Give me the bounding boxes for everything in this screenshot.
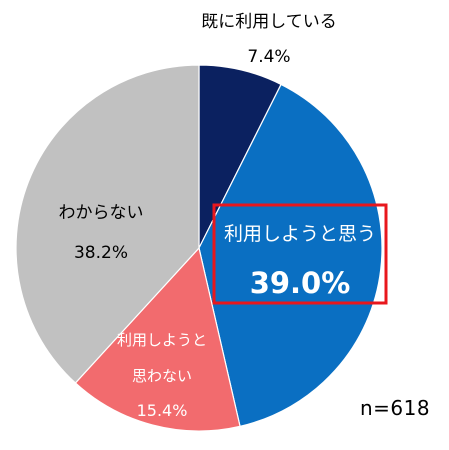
slice-not-intend [74,246,241,432]
slice-label-not-intend-line2: 思わない [132,367,192,385]
highlight-box [212,203,388,305]
slice-value-intend-to-use: 39.0% [250,266,351,300]
slice-value-dont-know: 38.2% [74,243,128,263]
slice-value-not-intend: 15.4% [137,401,188,420]
slice-intend-to-use [198,83,383,428]
slice-label-not-intend-line1: 利用しようと [117,331,207,349]
slice-label-dont-know: わからない [59,203,144,223]
sample-size-label: n=618 [360,396,431,420]
slice-dont-know [15,64,200,384]
slice-label-intend-to-use: 利用しようと思う [224,223,376,245]
slice-label-already-using: 既に利用している [201,12,337,32]
slice-value-already-using: 7.4% [247,47,290,67]
pie-slices [15,64,383,432]
